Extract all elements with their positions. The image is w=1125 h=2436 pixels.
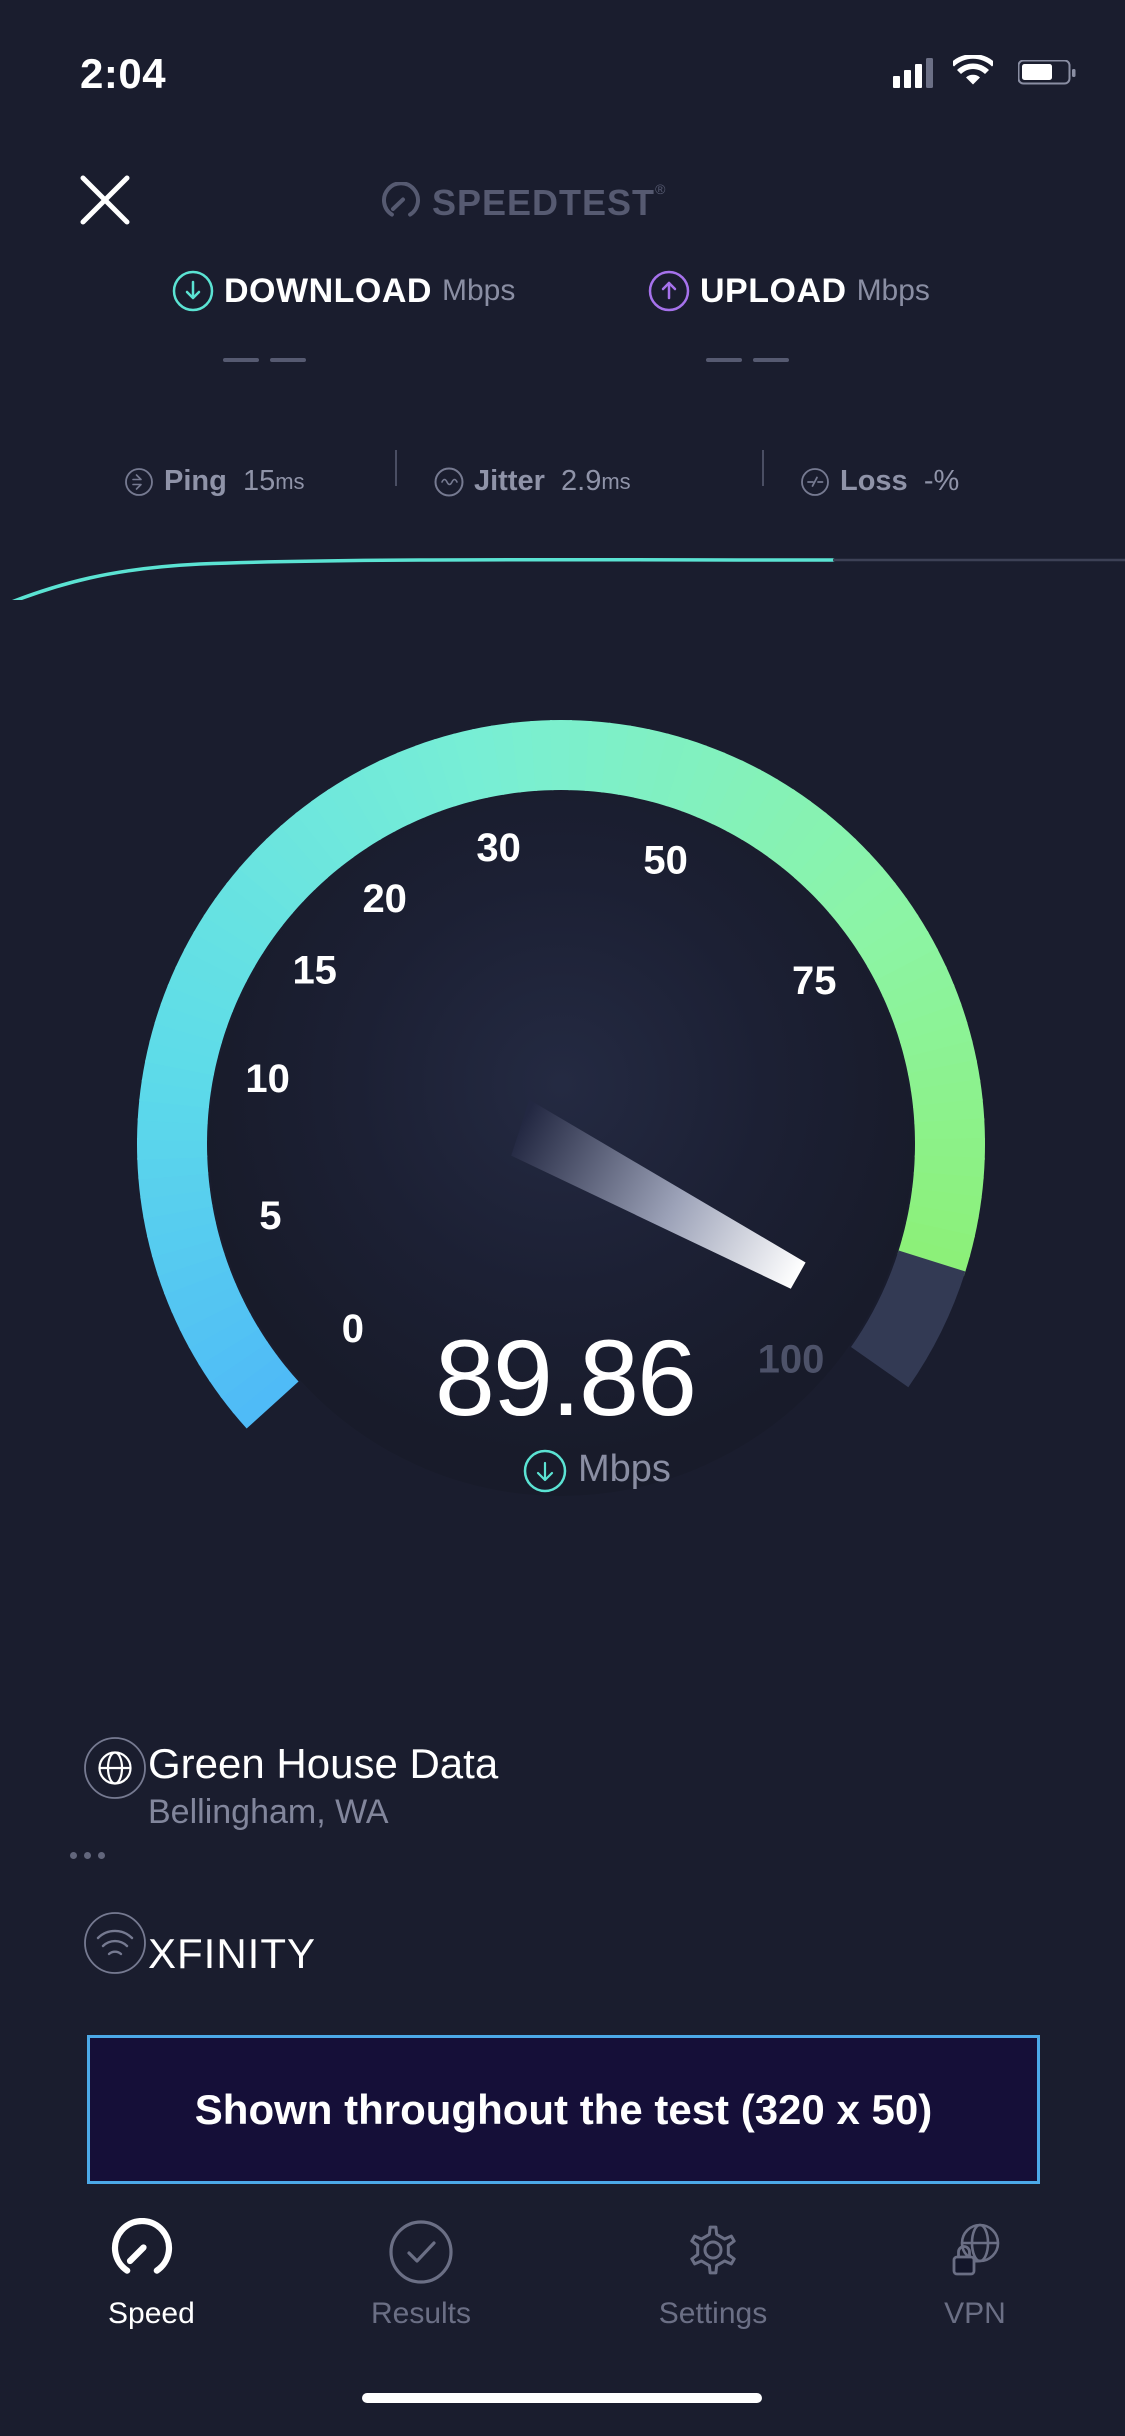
svg-text:100: 100 bbox=[758, 1338, 825, 1382]
svg-text:Mbps: Mbps bbox=[578, 1448, 671, 1490]
svg-text:20: 20 bbox=[362, 877, 407, 921]
svg-text:30: 30 bbox=[476, 826, 521, 870]
svg-text:0: 0 bbox=[342, 1307, 364, 1351]
svg-text:50: 50 bbox=[643, 838, 688, 882]
svg-text:5: 5 bbox=[259, 1194, 281, 1238]
svg-text:75: 75 bbox=[792, 959, 837, 1003]
svg-text:89.86: 89.86 bbox=[435, 1317, 695, 1438]
svg-text:10: 10 bbox=[245, 1057, 290, 1101]
svg-text:15: 15 bbox=[292, 948, 337, 992]
